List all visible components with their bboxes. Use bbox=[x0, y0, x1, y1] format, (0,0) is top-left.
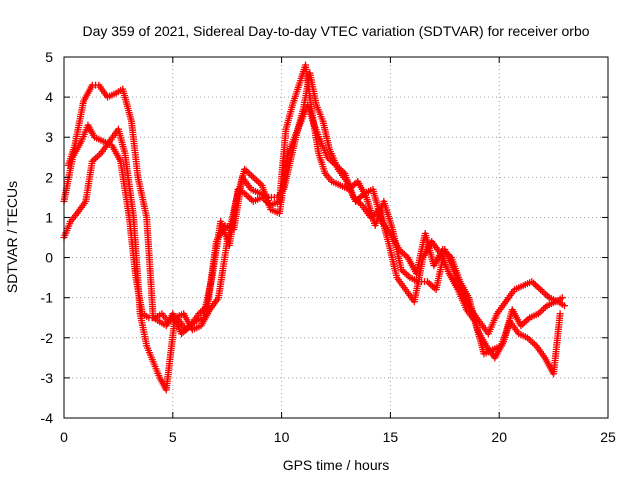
y-tick-label: 1 bbox=[45, 209, 53, 225]
data-markers bbox=[60, 61, 568, 394]
data-point bbox=[527, 337, 535, 345]
data-point bbox=[538, 287, 546, 295]
data-point bbox=[95, 151, 103, 159]
chart-title: Day 359 of 2021, Sidereal Day-to-day VTE… bbox=[82, 23, 589, 39]
data-point bbox=[522, 317, 530, 325]
data-point bbox=[255, 178, 263, 186]
y-tick-label: -1 bbox=[41, 290, 54, 306]
x-tick-label: 20 bbox=[491, 429, 507, 445]
x-tick-label: 0 bbox=[60, 429, 68, 445]
data-point bbox=[533, 282, 541, 290]
y-tick-label: 0 bbox=[45, 250, 53, 266]
data-point bbox=[92, 154, 100, 162]
y-tick-label: 4 bbox=[45, 89, 53, 105]
series-track-3 bbox=[60, 101, 564, 394]
data-point bbox=[251, 175, 259, 183]
data-point bbox=[399, 249, 407, 257]
y-tick-label: -4 bbox=[41, 410, 54, 426]
data-point bbox=[529, 339, 537, 347]
x-tick-label: 5 bbox=[169, 429, 177, 445]
axis-ticks bbox=[63, 56, 609, 419]
data-point bbox=[542, 290, 550, 298]
data-point bbox=[538, 307, 546, 315]
y-tick-label: 3 bbox=[45, 129, 53, 145]
plot-frame bbox=[63, 56, 609, 419]
data-point bbox=[249, 173, 257, 181]
data-point bbox=[530, 279, 538, 287]
data-point bbox=[94, 152, 102, 160]
data-point bbox=[429, 282, 437, 290]
data-point bbox=[425, 279, 433, 287]
data-point bbox=[556, 310, 564, 318]
y-tick-label: 5 bbox=[45, 49, 53, 65]
data-point bbox=[540, 289, 548, 297]
y-tick-label: 2 bbox=[45, 169, 53, 185]
data-point bbox=[558, 294, 566, 302]
tick-labels: 0 5 10 15 20 25 -4 -3 -2 -1 0 1 2 3 4 5 bbox=[41, 49, 616, 445]
data-point bbox=[560, 302, 568, 310]
data-point bbox=[530, 340, 538, 348]
data-point bbox=[244, 169, 252, 177]
x-axis-label: GPS time / hours bbox=[283, 457, 390, 473]
data-point bbox=[535, 284, 543, 292]
x-tick-label: 10 bbox=[274, 429, 290, 445]
y-tick-label: -2 bbox=[41, 330, 54, 346]
x-tick-label: 25 bbox=[600, 429, 616, 445]
x-tick-label: 15 bbox=[383, 429, 399, 445]
data-point bbox=[401, 269, 409, 277]
data-point bbox=[520, 319, 528, 327]
data-point bbox=[253, 177, 261, 185]
data-point bbox=[403, 270, 411, 278]
data-point bbox=[244, 193, 252, 201]
y-axis-label: SDTVAR / TECUs bbox=[4, 181, 20, 293]
grid bbox=[64, 57, 608, 418]
data-point bbox=[537, 286, 545, 294]
data-point bbox=[540, 305, 548, 313]
y-tick-label: -3 bbox=[41, 370, 54, 386]
data-point bbox=[248, 172, 256, 180]
